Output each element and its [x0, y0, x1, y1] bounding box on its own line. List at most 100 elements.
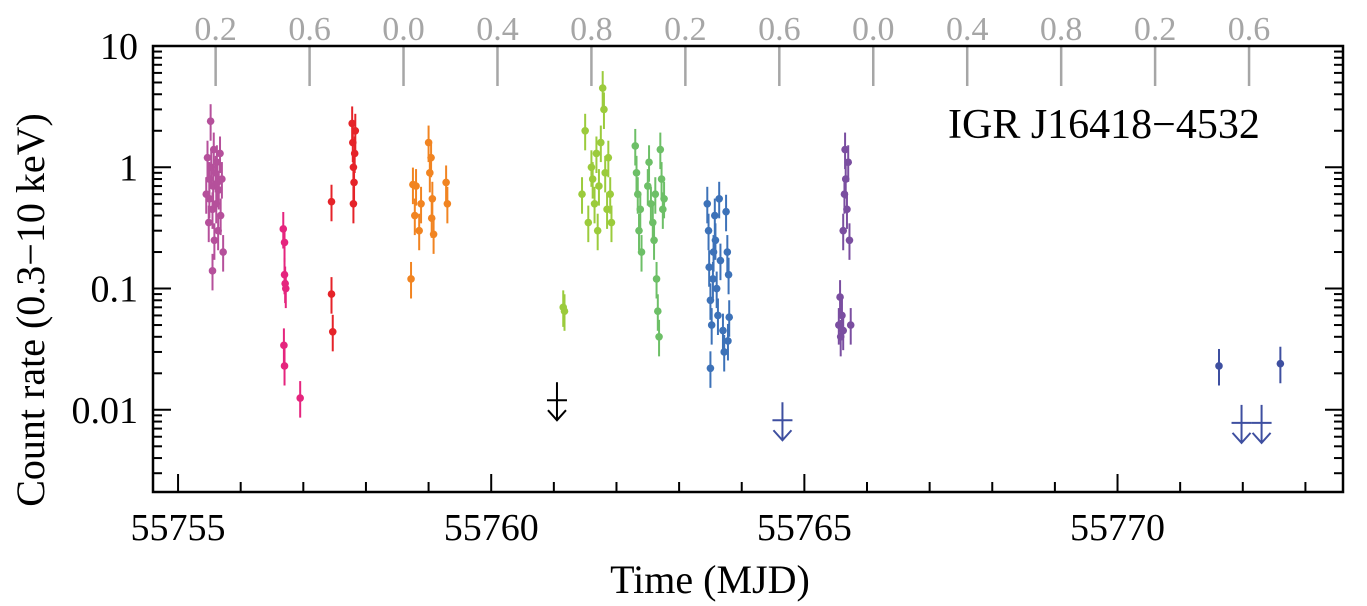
- data-point: [725, 313, 734, 322]
- data-point: [704, 226, 713, 235]
- upper-limit-arrowhead: [772, 429, 793, 442]
- data-point: [587, 163, 596, 172]
- data-point: [560, 307, 569, 316]
- phase-tick-label: 0.6: [758, 11, 801, 48]
- data-point: [428, 194, 437, 203]
- data-point: [208, 205, 217, 214]
- data-point: [635, 226, 643, 235]
- data-point: [213, 158, 221, 167]
- x-axis-label: Time (MJD): [610, 557, 810, 602]
- data-point: [417, 199, 425, 208]
- data-point: [843, 205, 851, 214]
- data-point: [1215, 362, 1223, 370]
- data-point: [581, 126, 589, 135]
- data-point: [216, 149, 224, 158]
- y-tick-label: 0.01: [72, 390, 139, 432]
- data-point: [203, 153, 212, 162]
- data-point: [584, 218, 593, 227]
- data-point: [216, 211, 225, 220]
- phase-tick-label: 0.4: [946, 11, 989, 48]
- data-point: [607, 218, 616, 227]
- data-point: [350, 149, 359, 158]
- data-point: [656, 145, 665, 154]
- data-point: [720, 348, 728, 356]
- data-point: [839, 326, 847, 335]
- phase-tick-label: 0.2: [1134, 11, 1177, 48]
- phase-tick-label: 0.2: [194, 11, 237, 48]
- data-point: [714, 311, 722, 320]
- data-point: [592, 149, 601, 158]
- data-point: [645, 158, 653, 167]
- data-point: [1276, 359, 1285, 368]
- data-point: [841, 145, 849, 154]
- data-point: [637, 248, 646, 256]
- data-point: [845, 236, 854, 245]
- data-point: [712, 284, 721, 293]
- data-point: [350, 178, 358, 187]
- data-point: [715, 194, 723, 203]
- data-point: [606, 190, 615, 198]
- chart-annotation: IGR J16418−4532: [948, 102, 1260, 148]
- phase-tick-label: 0.2: [664, 11, 707, 48]
- phase-axis: 0.2 0.6 0.0 0.4 0.8 0.2 0.6 0.0 0.4 0.8 0.2 0.6: [194, 11, 1270, 86]
- data-point: [711, 211, 719, 220]
- data-point: [578, 190, 586, 198]
- data-point: [654, 307, 662, 316]
- phase-tick-label: 0.0: [382, 11, 425, 48]
- data-point: [210, 236, 219, 245]
- data-point: [590, 199, 599, 208]
- x-tick-label: 55770: [1070, 507, 1165, 549]
- y-tick-label: 10: [100, 26, 138, 68]
- data-point: [280, 362, 289, 370]
- upper-limit-arrowhead: [547, 409, 567, 422]
- plot-frame: [151, 44, 1345, 494]
- x-tick-label: 55760: [444, 507, 539, 549]
- data-point: [280, 341, 288, 350]
- data-point: [844, 158, 853, 167]
- data-point: [631, 142, 640, 150]
- phase-tick-label: 0.6: [1228, 11, 1271, 48]
- data-point: [219, 248, 227, 256]
- phase-tick-label: 0.0: [852, 11, 895, 48]
- data-point: [600, 105, 608, 114]
- phase-tick-label: 0.8: [570, 11, 613, 48]
- data-point: [348, 119, 356, 128]
- data-point: [722, 207, 730, 216]
- data-point: [709, 275, 717, 283]
- phase-tick-label: 0.4: [476, 11, 519, 48]
- data-point: [351, 126, 360, 135]
- data-point: [604, 153, 613, 162]
- data-point: [595, 182, 603, 190]
- data-point: [716, 256, 725, 265]
- axes: 55755 55760 55765 55770 0.01 0.1 1 10: [72, 26, 1343, 549]
- data-point: [652, 275, 661, 283]
- data-point: [280, 238, 289, 247]
- x-tick-label: 55755: [131, 507, 226, 549]
- data-point: [443, 199, 452, 208]
- data-point: [703, 199, 712, 208]
- phase-tick-label: 0.6: [288, 11, 331, 48]
- data-points: [202, 71, 1285, 445]
- x-tick-label: 55765: [757, 507, 852, 549]
- data-point: [597, 138, 605, 147]
- data-point: [711, 236, 720, 245]
- data-point: [603, 205, 611, 214]
- data-point: [328, 327, 337, 336]
- data-point: [839, 226, 847, 235]
- data-point: [412, 182, 420, 190]
- data-point: [651, 190, 660, 198]
- data-point: [415, 226, 423, 235]
- phase-tick-label: 0.8: [1040, 11, 1083, 48]
- data-point: [650, 236, 658, 245]
- y-tick-label: 1: [119, 147, 138, 189]
- data-point: [643, 182, 652, 190]
- data-point: [429, 230, 438, 239]
- data-point: [407, 275, 415, 283]
- data-point: [593, 226, 602, 235]
- data-point: [838, 311, 846, 320]
- upper-limit-arrowhead: [1251, 432, 1272, 445]
- data-point: [707, 321, 716, 329]
- data-point: [411, 211, 419, 220]
- data-point: [657, 175, 666, 183]
